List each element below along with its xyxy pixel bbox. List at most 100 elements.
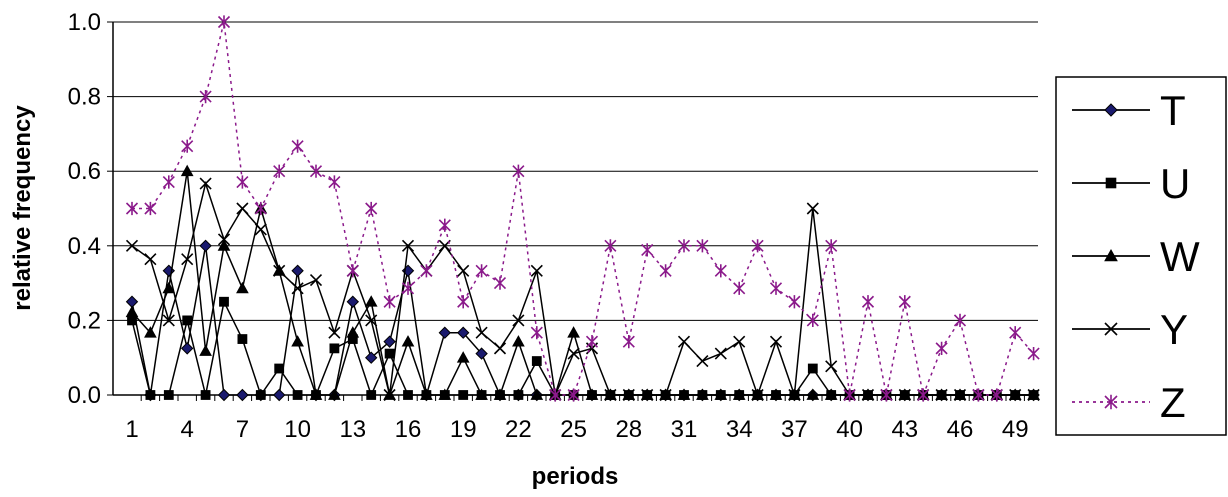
series-W [125, 164, 1040, 400]
data-point [493, 388, 507, 400]
legend-label: W [1160, 233, 1200, 280]
data-point [420, 388, 433, 400]
data-point [475, 264, 488, 278]
data-point [162, 314, 175, 327]
x-tick-label: 10 [284, 416, 311, 443]
data-point [1104, 103, 1118, 117]
data-point [457, 295, 470, 309]
data-point [162, 281, 176, 294]
data-point [384, 348, 395, 359]
data-point [1027, 346, 1040, 361]
data-point [125, 305, 139, 318]
data-point [1105, 177, 1117, 189]
data-point [696, 239, 709, 253]
data-point [199, 239, 212, 253]
data-point [622, 388, 635, 402]
data-point [401, 335, 415, 347]
data-point [328, 175, 341, 189]
data-point [604, 239, 617, 253]
data-point [180, 164, 194, 177]
data-point [1009, 388, 1022, 402]
data-point [383, 335, 396, 348]
legend-label: U [1160, 160, 1190, 207]
data-point [401, 239, 415, 252]
data-point [346, 326, 360, 338]
data-point [1009, 326, 1022, 340]
data-point [364, 295, 378, 307]
y-tick-label: 0.2 [68, 307, 101, 334]
tick-labels: 0.0 0.2 0.4 0.6 0.8 1.0 1 4 7 10 13 16 19 22 25 28 31 34 3… [68, 9, 1029, 443]
data-point [512, 314, 525, 327]
y-tick-label: 0.4 [68, 233, 101, 260]
data-point [272, 388, 286, 402]
data-point [365, 314, 378, 327]
data-point [751, 239, 764, 253]
y-axis-title: relative frequency [9, 105, 36, 311]
x-tick-label: 1 [125, 416, 138, 443]
data-point [200, 390, 211, 400]
legend-label: T [1160, 87, 1186, 134]
data-point [732, 388, 746, 400]
data-point [309, 274, 323, 287]
data-point [880, 388, 893, 402]
data-point [125, 295, 139, 308]
data-point [236, 281, 249, 294]
data-point [181, 253, 194, 266]
data-point [383, 295, 396, 309]
data-point [180, 342, 194, 355]
data-point [714, 264, 727, 278]
data-point [438, 388, 452, 400]
data-point [199, 177, 212, 190]
data-point [309, 388, 323, 400]
axes [107, 21, 1038, 401]
data-point [291, 335, 304, 347]
data-point [806, 388, 820, 400]
data-point [401, 281, 415, 295]
data-point [751, 388, 764, 402]
data-point [291, 264, 304, 277]
data-point [163, 390, 174, 400]
x-tick-label: 19 [450, 416, 477, 443]
data-point [291, 139, 304, 153]
data-point [807, 363, 818, 374]
data-point [641, 243, 654, 257]
data-point [199, 90, 212, 104]
data-point [824, 388, 838, 400]
x-tick-label: 43 [891, 416, 918, 443]
data-point [346, 295, 360, 308]
series-group [125, 15, 1040, 402]
data-point [733, 335, 746, 348]
data-point [769, 281, 783, 295]
data-point [236, 388, 249, 402]
x-tick-label: 31 [671, 416, 698, 443]
data-point [530, 326, 543, 340]
data-point [531, 356, 542, 366]
data-point [549, 388, 562, 402]
data-point [935, 388, 948, 402]
data-point [567, 388, 580, 402]
data-point [364, 351, 378, 364]
data-point [990, 388, 1003, 402]
data-point [769, 388, 783, 400]
data-point [255, 390, 266, 400]
data-point [585, 388, 599, 400]
data-point [917, 388, 930, 402]
data-point [714, 388, 728, 400]
data-point [309, 164, 323, 178]
data-point [585, 335, 599, 349]
legend-label: Z [1160, 379, 1186, 426]
x-tick-label: 49 [1002, 416, 1029, 443]
data-point [145, 390, 156, 400]
data-point [898, 295, 911, 309]
data-point [292, 390, 303, 400]
data-point [861, 295, 875, 309]
data-point [1104, 322, 1118, 336]
series-Z [125, 15, 1040, 402]
data-point [217, 233, 231, 246]
data-point [530, 388, 544, 400]
data-point [346, 264, 359, 278]
data-point [365, 201, 378, 216]
data-point [659, 388, 672, 402]
series-line [131, 171, 1034, 398]
